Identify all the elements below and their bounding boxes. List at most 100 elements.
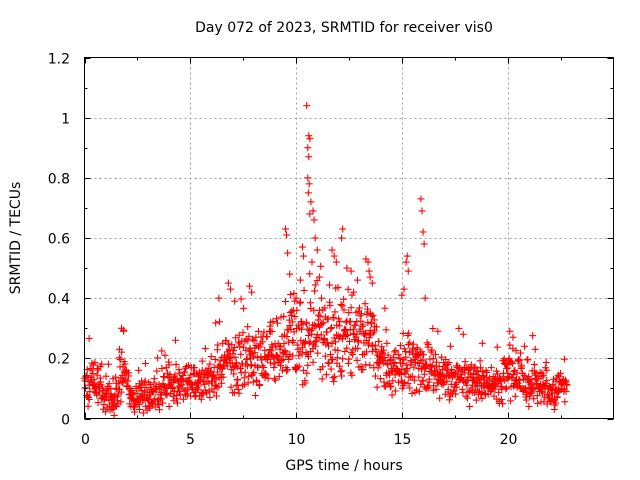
data-point — [487, 364, 495, 372]
data-point — [258, 338, 266, 346]
data-point — [455, 324, 463, 332]
data-point — [234, 386, 242, 394]
data-point — [227, 383, 235, 391]
data-point — [322, 371, 330, 379]
data-point — [354, 344, 362, 352]
data-point — [375, 337, 383, 345]
data-point — [305, 339, 313, 347]
data-point — [89, 370, 97, 378]
data-point — [312, 342, 320, 350]
data-point — [158, 365, 166, 373]
data-point — [158, 347, 166, 355]
data-point — [289, 352, 297, 360]
data-point — [379, 350, 387, 358]
data-point — [281, 297, 289, 305]
data-point — [425, 375, 433, 383]
data-point — [479, 373, 487, 381]
data-point — [288, 318, 296, 326]
data-point — [319, 319, 327, 327]
data-point — [408, 390, 416, 398]
data-point — [347, 267, 355, 275]
data-point — [328, 324, 336, 332]
data-point — [524, 356, 532, 364]
data-point — [550, 405, 558, 413]
data-point — [240, 380, 248, 388]
data-point — [497, 396, 505, 404]
data-point — [333, 354, 341, 362]
data-point — [420, 370, 428, 378]
data-point — [362, 329, 370, 337]
data-point — [378, 343, 386, 351]
data-point — [293, 363, 301, 371]
data-point — [195, 382, 203, 390]
data-point — [450, 371, 458, 379]
y-tick-label: 0.4 — [48, 292, 70, 308]
data-point — [367, 320, 375, 328]
data-point — [230, 344, 238, 352]
data-point — [201, 344, 209, 352]
data-point — [267, 318, 275, 326]
data-point — [366, 361, 374, 369]
data-point — [301, 379, 309, 387]
data-point — [373, 383, 381, 391]
data-point — [462, 377, 470, 385]
data-point — [157, 395, 165, 403]
data-point — [389, 353, 397, 361]
data-point — [364, 258, 372, 266]
data-point — [88, 366, 96, 374]
data-point — [529, 332, 537, 340]
data-point — [260, 364, 268, 372]
data-point — [340, 306, 348, 314]
data-point — [542, 379, 550, 387]
data-point — [461, 369, 469, 377]
data-point — [85, 395, 93, 403]
data-point — [348, 371, 356, 379]
data-point — [249, 370, 257, 378]
data-point — [289, 338, 297, 346]
data-point — [82, 373, 90, 381]
data-point — [361, 300, 369, 308]
data-point — [421, 294, 429, 302]
data-point — [104, 360, 112, 368]
data-point — [542, 358, 550, 366]
data-point — [403, 252, 411, 260]
data-point — [227, 285, 235, 293]
data-point — [148, 386, 156, 394]
data-point — [171, 336, 179, 344]
data-point — [523, 388, 531, 396]
data-point — [443, 367, 451, 375]
data-point — [336, 362, 344, 370]
data-point — [516, 376, 524, 384]
data-point — [432, 350, 440, 358]
data-point — [365, 267, 373, 275]
data-point — [321, 352, 329, 360]
data-point — [450, 387, 458, 395]
axis-tick-labels: 0 5 10 15 20 0 0.2 0.4 0.6 0.8 1 1.2 — [48, 52, 518, 449]
data-point — [383, 339, 391, 347]
data-point — [324, 339, 332, 347]
data-point — [417, 195, 425, 203]
data-point — [173, 399, 181, 407]
data-point — [262, 370, 270, 378]
data-point — [311, 234, 319, 242]
data-point — [141, 377, 149, 385]
y-tick-label: 0.6 — [48, 232, 70, 248]
data-point — [307, 198, 315, 206]
data-point — [472, 386, 480, 394]
data-point — [249, 378, 257, 386]
data-point — [424, 341, 432, 349]
data-point — [209, 372, 217, 380]
data-point — [308, 258, 316, 266]
data-point — [245, 372, 253, 380]
data-point — [504, 364, 512, 372]
data-point — [117, 388, 125, 396]
data-point — [562, 387, 570, 395]
data-point — [432, 385, 440, 393]
data-point — [206, 360, 214, 368]
data-point — [396, 342, 404, 350]
data-point — [505, 354, 513, 362]
data-point — [394, 351, 402, 359]
data-point — [231, 353, 239, 361]
data-point — [512, 347, 520, 355]
data-point — [371, 372, 379, 380]
